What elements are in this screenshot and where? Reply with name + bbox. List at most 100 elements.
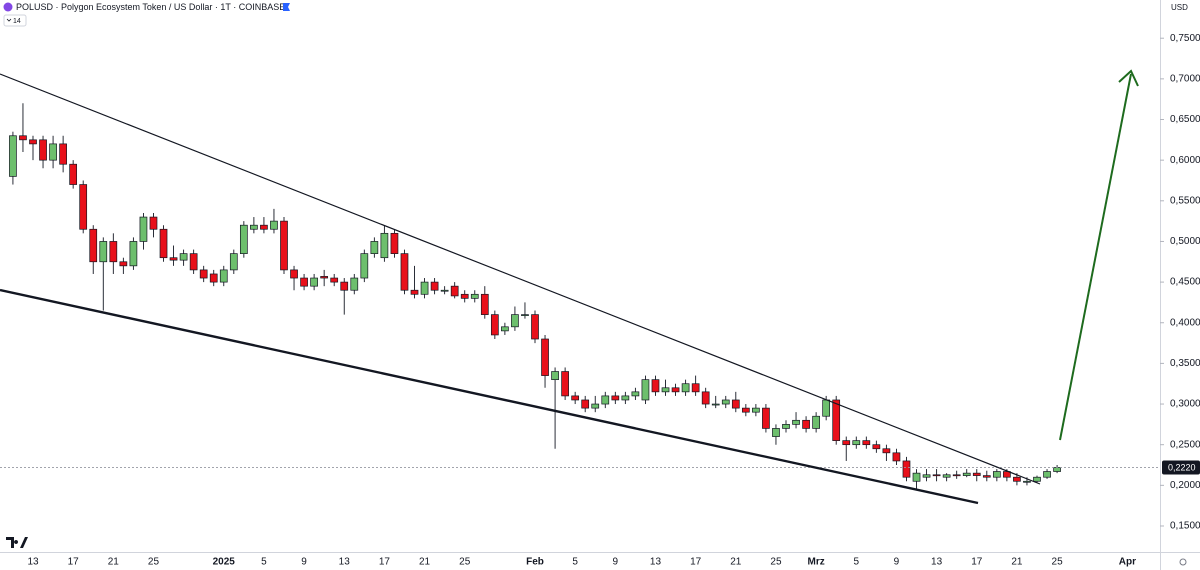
candle-body	[631, 391, 640, 397]
candle-body	[1013, 476, 1021, 482]
flag-icon	[283, 3, 290, 11]
x-tick-label: 13	[27, 557, 39, 568]
candle-body	[340, 281, 349, 291]
candle-body	[952, 474, 961, 477]
candle-body	[430, 281, 439, 291]
y-tick-label: 0,7000	[1170, 73, 1200, 84]
candle-body	[611, 395, 620, 401]
candle-body	[932, 474, 941, 477]
candle-body	[69, 163, 78, 185]
x-tick-label: 5	[853, 557, 859, 568]
candle-body	[390, 232, 399, 254]
candle-body	[320, 276, 329, 279]
badge-text: 14	[13, 18, 21, 25]
symbol-icon	[3, 2, 13, 12]
candle-body	[410, 289, 419, 295]
candle-body	[49, 143, 57, 161]
candle-body	[521, 314, 529, 316]
candle-body	[681, 383, 690, 393]
candle-body	[149, 216, 158, 230]
candle-body	[129, 241, 138, 267]
currency-label: USD	[1171, 3, 1188, 12]
candle-body	[762, 407, 770, 429]
candle-body	[99, 241, 108, 263]
candle-body	[450, 285, 459, 297]
candle-body	[862, 440, 871, 446]
candle-body	[902, 460, 911, 478]
projection-arrow	[1059, 73, 1132, 441]
x-tick-label: Feb	[526, 557, 544, 568]
candle-body	[380, 232, 389, 259]
candle-body	[872, 444, 881, 450]
candle-body	[511, 314, 519, 328]
candle-body	[661, 387, 670, 393]
candle-body	[440, 289, 449, 292]
candle-body	[350, 277, 359, 291]
upper-trend-line	[0, 73, 1041, 485]
candle-body	[139, 216, 148, 242]
candle-body	[741, 407, 750, 413]
x-tick-label: 21	[730, 557, 742, 568]
x-tick-label: Apr	[1119, 557, 1136, 568]
candle-body	[641, 379, 650, 401]
candle-body	[802, 419, 810, 429]
y-tick-label: 0,1500	[1170, 521, 1200, 532]
candle-body	[420, 281, 429, 295]
candle-body	[9, 135, 17, 177]
candle-body	[531, 314, 539, 340]
candle-body	[19, 135, 27, 141]
arrow-head	[1118, 69, 1139, 87]
candle-body	[1033, 476, 1041, 482]
candle-body	[501, 326, 509, 332]
candle-body	[59, 143, 67, 165]
candle-body	[239, 224, 248, 254]
y-tick-label: 0,5000	[1170, 236, 1200, 247]
candle-body	[892, 452, 901, 462]
x-tick-label: 9	[301, 557, 307, 568]
candle-body	[460, 293, 469, 299]
candle-body	[360, 253, 369, 279]
x-tick-label: 25	[459, 557, 471, 568]
y-tick-label: 0,7500	[1170, 33, 1200, 44]
x-tick-label: 9	[613, 557, 619, 568]
last-price-box	[1162, 460, 1200, 475]
indicator-badge[interactable]	[3, 14, 27, 27]
candle-body	[159, 228, 168, 259]
candle-body	[581, 399, 590, 409]
x-tick-label: 25	[1052, 557, 1064, 568]
candle-body	[721, 399, 730, 405]
chevron	[6, 18, 12, 22]
candle-body	[199, 269, 208, 279]
candle-body	[1053, 467, 1061, 472]
x-tick-label: 25	[770, 557, 782, 568]
candle-body	[1023, 480, 1031, 483]
candle-body	[782, 424, 790, 429]
settings-icon[interactable]	[1179, 558, 1187, 566]
y-tick-label: 0,2000	[1170, 480, 1200, 491]
candle-body	[842, 440, 851, 446]
x-tick-label: 5	[572, 557, 578, 568]
y-tick-label: 0,6000	[1170, 155, 1200, 166]
candle-body	[470, 293, 479, 299]
candle-body	[119, 261, 128, 267]
x-tick-label: 21	[1011, 557, 1023, 568]
candle-body	[89, 228, 98, 263]
candle-body	[711, 403, 720, 406]
y-tick-label: 0,4000	[1170, 317, 1200, 328]
candle-body	[179, 253, 188, 261]
candle-body	[400, 253, 409, 291]
candle-body	[189, 253, 198, 271]
candle-body	[942, 474, 951, 478]
x-tick-label: 21	[419, 557, 431, 568]
x-tick-label: 13	[931, 557, 943, 568]
logo	[6, 537, 28, 548]
candle-body	[701, 391, 710, 405]
y-tick-label: 0,2500	[1170, 439, 1200, 450]
candle-body	[229, 253, 238, 271]
x-tick-label: Mrz	[808, 557, 825, 568]
candle-body	[882, 448, 891, 454]
candle-body	[731, 399, 740, 409]
candle-body	[651, 379, 660, 393]
